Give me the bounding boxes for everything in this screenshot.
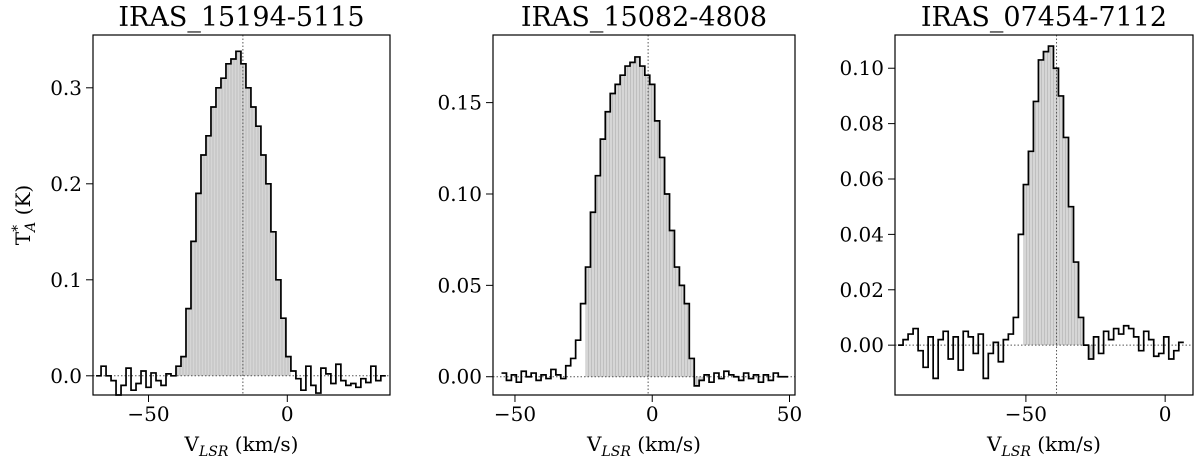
y-tick-label: 0.0 [50,364,82,388]
x-tick-label: 0 [1159,402,1172,426]
y-tick-label: 0.3 [50,76,82,100]
emission-fill [1023,46,1094,359]
x-axis-label-subscript: LSR [198,444,229,460]
spectrum-line [96,50,386,396]
panel-iras-15194-5115: −50 0 0.0 0.1 0.2 0.3 IRAS_15194-5115 VLSR (km/… [10,2,391,460]
spectrum-line [501,56,789,387]
chart-title: IRAS_15082-4808 [521,2,767,33]
y-axis-label-main: T [11,231,35,245]
x-axis-label-main: V [586,432,602,456]
y-tick-label: 0.15 [437,91,482,115]
y-axis-label-unit: (K) [11,185,35,222]
x-tick-label: 0 [281,402,294,426]
axes-frame [92,34,391,396]
y-tick-label: 0.04 [839,222,884,246]
x-tick-label: −50 [1005,402,1047,426]
x-axis-label-main: V [184,432,200,456]
y-tick-label: 0.00 [437,365,482,389]
x-axis-label-subscript: LSR [1000,444,1031,460]
spectrum-line [898,45,1184,380]
x-axis-label-unit: (km/s) [631,432,701,456]
y-tick-label: 0.02 [839,278,884,302]
panel-iras-15082-4808: −50 0 50 0.00 0.05 0.10 0.15 IRAS_15082-4808 VLS… [437,2,802,460]
x-axis-label-subscript: LSR [600,444,631,460]
y-tick-label: 0.08 [839,112,884,136]
y-tick-label: 0.2 [50,172,82,196]
x-tick-label: 0 [646,402,659,426]
x-axis-label: VLSR (km/s) [184,432,299,460]
y-tick-label: 0.10 [839,56,884,80]
y-tick-label: 0.1 [50,268,82,292]
y-tick-label: 0.05 [437,273,482,297]
y-tick-label: 0.10 [437,182,482,206]
y-axis-label: T*A (K) [10,185,39,245]
x-axis-label-unit: (km/s) [1031,432,1101,456]
panel-iras-07454-7112: −50 0 0.00 0.02 0.04 0.06 0.08 0.10 IRAS_07454-7… [839,2,1194,460]
x-tick-label: 50 [777,402,802,426]
x-axis-label: VLSR (km/s) [586,432,701,460]
x-axis-label: VLSR (km/s) [986,432,1101,460]
chart-title: IRAS_07454-7112 [921,2,1167,33]
axes-frame [894,34,1194,396]
y-axis-label-superscript: * [10,225,26,232]
x-tick-label: −50 [127,402,169,426]
x-axis-label-main: V [986,432,1002,456]
chart-title: IRAS_15194-5115 [118,2,364,33]
axes-frame [492,34,796,396]
y-tick-label: 0.06 [839,167,884,191]
y-tick-label: 0.00 [839,333,884,357]
x-tick-label: −50 [494,402,536,426]
x-axis-label-unit: (km/s) [228,432,298,456]
y-axis-label-subscript: A [23,222,39,234]
